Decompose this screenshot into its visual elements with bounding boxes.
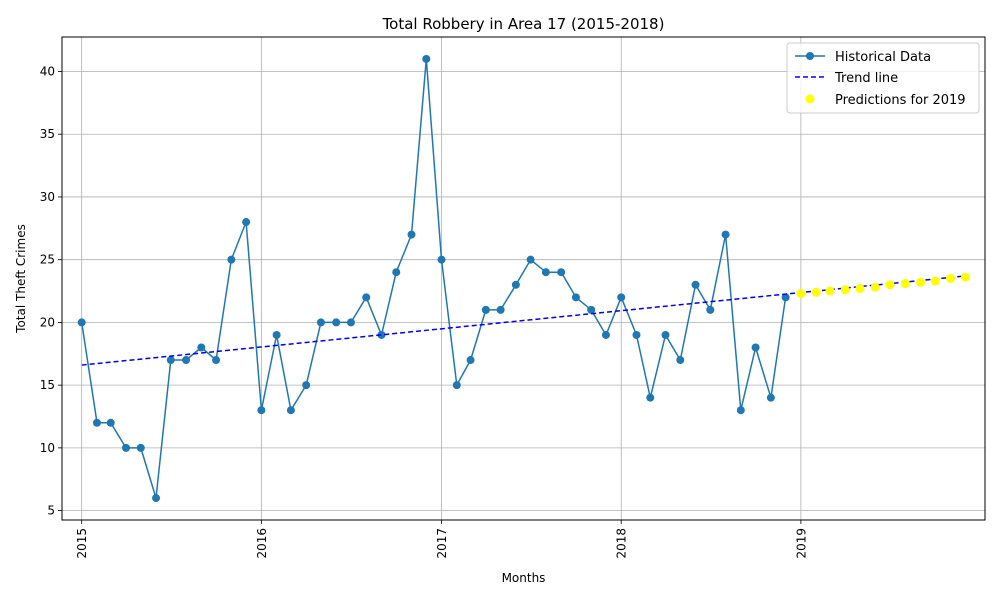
legend-item-trend: Trend line xyxy=(795,71,898,86)
historical-data-point xyxy=(736,406,745,415)
prediction-point xyxy=(885,280,895,290)
historical-data-point xyxy=(781,293,790,302)
y-tick-label: 10 xyxy=(40,441,55,455)
prediction-point xyxy=(825,286,835,296)
y-tick-label: 40 xyxy=(40,65,55,79)
historical-data-point xyxy=(571,293,580,302)
historical-data-point xyxy=(332,318,341,327)
historical-data-point xyxy=(422,54,431,63)
prediction-point xyxy=(855,284,865,294)
historical-data-point xyxy=(751,343,760,352)
historical-data-point xyxy=(227,255,236,264)
x-tick-label: 2019 xyxy=(794,528,808,559)
historical-data-point xyxy=(182,356,191,365)
historical-data-point xyxy=(377,330,386,339)
prediction-point xyxy=(960,272,970,282)
historical-data-point xyxy=(452,381,461,390)
historical-data-point xyxy=(661,330,670,339)
historical-data-point xyxy=(557,268,566,277)
historical-data-point xyxy=(121,443,130,452)
legend: Historical Data Trend line Predictions f… xyxy=(786,42,980,114)
historical-data-point xyxy=(242,218,251,227)
historical-data-point xyxy=(407,230,416,239)
legend-marker-historical xyxy=(806,52,814,60)
historical-data-point xyxy=(511,280,520,289)
historical-data-point xyxy=(691,280,700,289)
legend-marker-predictions xyxy=(805,94,815,104)
historical-data-point xyxy=(272,330,281,339)
historical-data-point xyxy=(286,406,295,415)
y-tick-label: 30 xyxy=(40,190,55,204)
historical-data-point xyxy=(617,293,626,302)
x-axis-label: Months xyxy=(502,571,546,585)
prediction-point xyxy=(900,279,910,289)
historical-data-point xyxy=(646,393,655,402)
historical-data-point xyxy=(257,406,266,415)
historical-data-point xyxy=(302,381,311,390)
y-tick-label: 20 xyxy=(40,315,55,329)
chart-title: Total Robbery in Area 17 (2015-2018) xyxy=(382,15,665,33)
historical-data-point xyxy=(392,268,401,277)
historical-data-point xyxy=(706,305,715,314)
x-tick-label: 2017 xyxy=(435,528,449,559)
historical-data-point xyxy=(481,305,490,314)
prediction-point xyxy=(811,287,821,297)
legend-item-historical: Historical Data xyxy=(795,50,931,65)
historical-data-point xyxy=(197,343,206,352)
legend-label-predictions: Predictions for 2019 xyxy=(835,93,966,108)
historical-data-point xyxy=(166,356,175,365)
historical-data-point xyxy=(152,494,161,503)
historical-data-point xyxy=(212,356,221,365)
historical-data-point xyxy=(526,255,535,264)
historical-data-point xyxy=(437,255,446,264)
x-tick-label: 2015 xyxy=(75,528,89,559)
historical-data-point xyxy=(346,318,355,327)
historical-data-point xyxy=(541,268,550,277)
prediction-point xyxy=(916,277,926,287)
historical-data-point xyxy=(77,318,86,327)
historical-data-point xyxy=(136,443,145,452)
historical-data-point xyxy=(92,418,101,427)
historical-data-point xyxy=(106,418,115,427)
grid xyxy=(62,37,985,520)
y-tick-label: 25 xyxy=(40,253,55,267)
legend-label-trend: Trend line xyxy=(834,71,898,86)
x-tick-label: 2016 xyxy=(255,528,269,559)
historical-data-point xyxy=(632,330,641,339)
plot-frame xyxy=(61,36,986,521)
historical-data-point xyxy=(316,318,325,327)
x-tick-label: 2018 xyxy=(615,528,629,559)
legend-box xyxy=(786,42,980,114)
y-tick-label: 35 xyxy=(40,127,55,141)
prediction-point xyxy=(840,285,850,295)
y-tick-label: 15 xyxy=(40,378,55,392)
historical-data-point xyxy=(601,330,610,339)
y-tick-label: 5 xyxy=(47,504,55,518)
prediction-point xyxy=(946,274,956,283)
historical-data-point xyxy=(766,393,775,402)
historical-data-point xyxy=(721,230,730,239)
historical-data-point xyxy=(676,356,685,365)
prediction-point xyxy=(930,276,940,286)
axes: 5 10 15 20 25 30 35 40 2015 2016 2017 2018 2019 xyxy=(40,65,809,559)
y-axis-label: Total Theft Crimes xyxy=(14,224,28,334)
prediction-point xyxy=(870,282,880,292)
historical-data-point xyxy=(466,356,475,365)
historical-data-point xyxy=(587,305,596,314)
historical-data-point xyxy=(496,305,505,314)
plot-series xyxy=(77,54,970,503)
legend-item-predictions: Predictions for 2019 xyxy=(805,93,966,108)
historical-data-point xyxy=(362,293,371,302)
legend-label-historical: Historical Data xyxy=(835,50,931,65)
prediction-point xyxy=(796,289,806,299)
